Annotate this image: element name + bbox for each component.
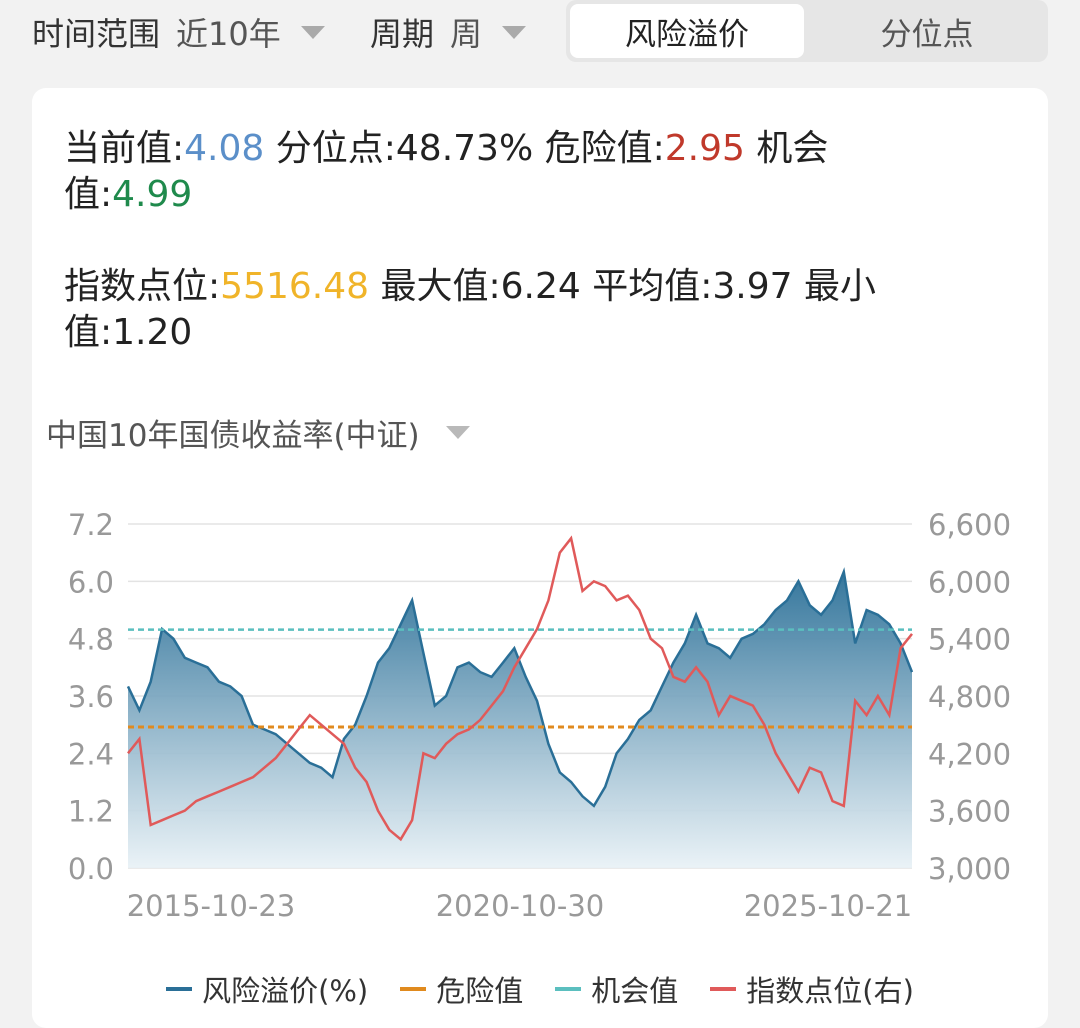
y-right-tick-label: 4,800 [928,680,1011,714]
y-left-tick-label: 4.8 [68,623,114,657]
period-label: 周期 [370,15,435,53]
y-left-tick-label: 7.2 [68,508,114,542]
legend-label-index: 指数点位(右) [746,974,914,1008]
x-tick-label: 2020-10-30 [436,889,605,923]
legend-item-index[interactable]: 指数点位(右) [710,968,914,1010]
max-label: 最大值: [380,266,501,307]
y-left-tick-label: 6.0 [68,565,114,599]
y-left-tick-label: 0.0 [68,852,114,886]
top-bar: 时间范围 近10年 周期 周 风险溢价 分位点 [0,0,1080,70]
stats-row-2: 指数点位:5516.48 最大值:6.24 平均值:3.97 最小值:1.20 [64,264,954,356]
danger-value: 2.95 [664,128,745,169]
index-label: 指数点位: [64,266,221,307]
legend-item-premium[interactable]: 风险溢价(%) [166,968,368,1010]
y-right-tick-label: 6,600 [928,508,1011,542]
time-range-label: 时间范围 [32,15,161,53]
chevron-down-icon[interactable] [502,25,527,39]
stats-row-1: 当前值:4.08 分位点:48.73% 危险值:2.95 机会值:4.99 [64,126,954,218]
indicator-selector[interactable]: 中国10年国债收益率(中证) [46,410,470,455]
y-left-tick-label: 3.6 [68,680,114,714]
avg-value: 3.97 [712,266,793,307]
current-label: 当前值: [64,128,185,169]
index-value: 5516.48 [220,266,370,307]
y-left-tick-label: 1.2 [68,795,114,829]
legend-swatch-opportunity [555,987,582,991]
indicator-selector-value[interactable]: 中国10年国债收益率(中证) [46,418,420,454]
period-filter[interactable]: 周期 周 [370,10,527,54]
percentile-value: 48.73% [395,128,534,169]
legend-item-opportunity[interactable]: 机会值 [555,968,678,1010]
legend-swatch-premium [166,987,193,991]
avg-label: 平均值: [592,266,713,307]
min-value: 1.20 [112,312,193,353]
indicator-card: 当前值:4.08 分位点:48.73% 危险值:2.95 机会值:4.99 指数… [32,88,1048,1028]
opportunity-value: 4.99 [112,174,193,215]
time-range-value[interactable]: 近10年 [176,15,281,53]
y-right-tick-label: 5,400 [928,623,1011,657]
tab-percentile[interactable]: 分位点 [880,16,974,53]
current-value: 4.08 [184,128,265,169]
chevron-down-icon[interactable] [300,25,325,39]
danger-label: 危险值: [544,128,665,169]
legend-label-opportunity: 机会值 [591,974,679,1008]
time-range-filter[interactable]: 时间范围 近10年 [32,10,325,54]
y-right-tick-label: 4,200 [928,737,1011,771]
x-tick-label: 2015-10-23 [127,889,296,923]
legend-swatch-danger [400,987,427,991]
chart-legend: 风险溢价(%) 危险值 机会值 指数点位(右) [32,968,1048,1010]
y-left-tick-label: 2.4 [68,737,114,771]
legend-swatch-index [710,987,737,991]
period-value[interactable]: 周 [450,15,483,53]
y-right-tick-label: 3,000 [928,852,1011,886]
max-value: 6.24 [500,266,581,307]
y-right-tick-label: 6,000 [928,565,1011,599]
legend-label-premium: 风险溢价(%) [202,974,369,1008]
percentile-label: 分位点: [275,128,396,169]
risk-premium-chart[interactable]: 0.0 3,000 1.2 3,600 2.4 4,200 3.6 4,800 4.8 5,400… [32,488,1048,948]
view-toggle: 风险溢价 分位点 [566,0,1048,62]
index-line [127,535,913,842]
x-tick-label: 2025-10-21 [744,889,913,923]
legend-label-danger: 危险值 [436,974,524,1008]
min-label: 最小值: [64,266,876,353]
y-right-tick-label: 3,600 [928,795,1011,829]
legend-item-danger[interactable]: 危险值 [400,968,523,1010]
tab-risk-premium[interactable]: 风险溢价 [570,4,804,58]
chevron-down-icon[interactable] [445,426,470,439]
risk-premium-area [128,571,912,868]
opportunity-label: 机会值: [64,128,829,215]
